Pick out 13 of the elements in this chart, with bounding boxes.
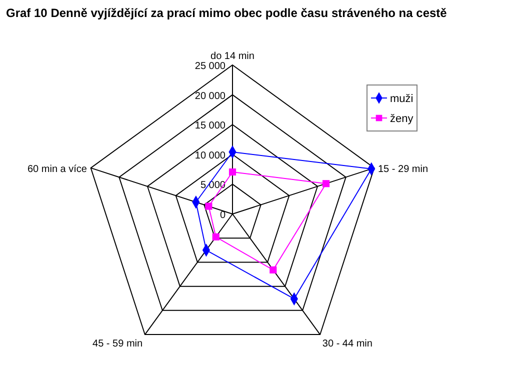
y-tick-label: 10 000 <box>194 150 226 162</box>
y-tick-label: 20 000 <box>194 90 226 102</box>
y-tick-label: 15 000 <box>194 120 226 132</box>
spoke-label: 15 - 29 min <box>378 164 428 175</box>
spoke-label: do 14 min <box>210 51 254 62</box>
legend-label: ženy <box>390 113 414 125</box>
y-tick-label: 25 000 <box>194 61 226 72</box>
legend-label: muži <box>390 93 414 105</box>
spoke-label: 60 min a více <box>28 164 88 175</box>
spoke-label: 45 - 59 min <box>92 338 143 350</box>
chart-title: Graf 10 Denně vyjíždějící za prací mimo obec podle času stráveného na cestě <box>6 6 448 20</box>
spoke-label: 30 - 44 min <box>322 338 372 350</box>
y-tick-label: 0 <box>220 210 226 221</box>
